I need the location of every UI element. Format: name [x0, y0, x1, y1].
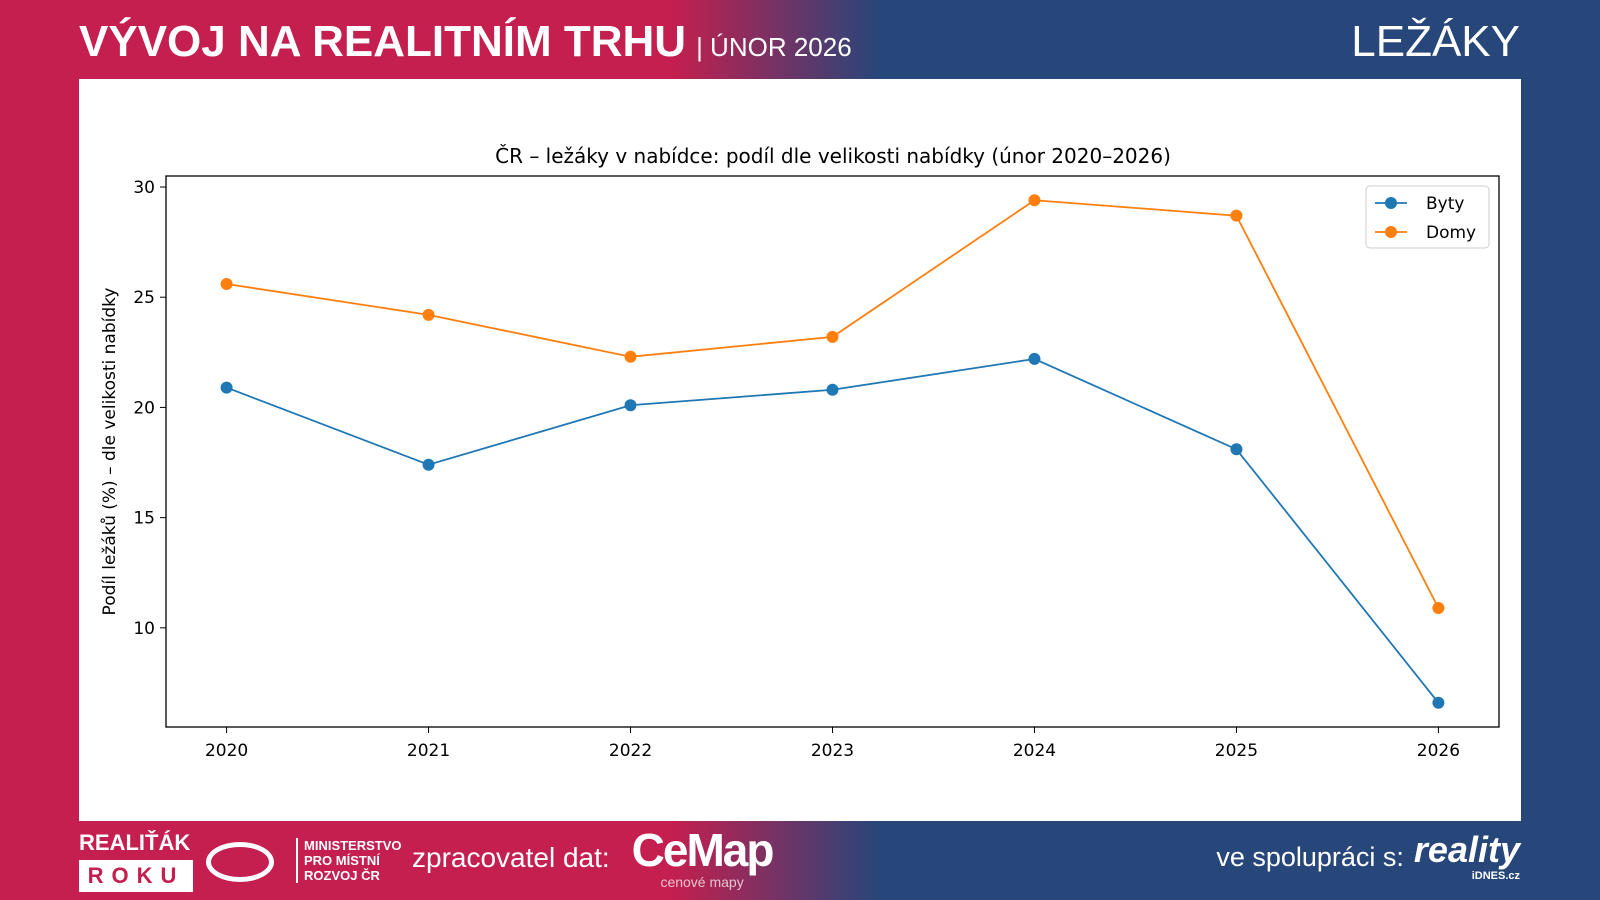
- y-tick-label: 10: [133, 619, 155, 639]
- reality-logo: reality: [1413, 829, 1520, 870]
- header-title: VÝVOJ NA REALITNÍM TRHU: [79, 17, 687, 66]
- award-logo-bottom: ROKU: [79, 860, 193, 892]
- data-point-domy: [422, 308, 435, 321]
- processor-label: zpracovatel dat:: [412, 842, 610, 873]
- data-point-byty: [1230, 443, 1243, 456]
- data-point-byty: [1028, 352, 1041, 365]
- x-tick-label: 2020: [205, 741, 248, 761]
- legend-label: Domy: [1426, 223, 1476, 243]
- line-chart: ČR – ležáky v nabídce: podíl dle velikos…: [100, 144, 1500, 761]
- chart-title: ČR – ležáky v nabídce: podíl dle velikos…: [495, 144, 1171, 168]
- reality-logo-wrap: reality iDNES.cz: [1414, 830, 1520, 883]
- cemap-logo-wrap: CeMap cenové mapy: [631, 824, 775, 890]
- header-subtitle: | ÚNOR 2026: [696, 32, 852, 62]
- y-tick-label: 30: [133, 178, 155, 198]
- y-tick-label: 20: [133, 398, 155, 418]
- x-tick-label: 2026: [1417, 741, 1460, 761]
- x-tick-label: 2025: [1215, 741, 1258, 761]
- ministry-logo-text: MINISTERSTVO PRO MÍSTNÍ ROZVOJ ČR: [296, 838, 402, 883]
- legend-label: Byty: [1426, 194, 1464, 214]
- section-title: LEŽÁKY: [1351, 17, 1520, 66]
- award-logo-top: REALIŤÁK: [79, 830, 191, 855]
- legend: Byty Domy: [1365, 185, 1490, 249]
- ministry-line: MINISTERSTVO: [304, 838, 402, 853]
- y-axis-label: Podíl ležáků (%) – dle velikosti nabídky: [100, 288, 120, 616]
- series-line-domy: [226, 199, 1440, 609]
- partner-label: ve spolupráci s:: [1216, 841, 1404, 872]
- data-point-byty: [624, 399, 637, 412]
- legend-marker: [1385, 226, 1397, 238]
- x-tick-label: 2024: [1013, 741, 1056, 761]
- chart-panel: ČR – ležáky v nabídce: podíl dle velikos…: [79, 79, 1521, 821]
- data-point-byty: [220, 381, 233, 394]
- processor: zpracovatel dat: CeMap cenové mapy: [412, 824, 775, 890]
- legend-marker: [1385, 197, 1397, 209]
- cemap-logo: CeMap: [631, 824, 775, 876]
- series-line-byty: [226, 358, 1440, 704]
- x-tick-label: 2021: [407, 741, 450, 761]
- y-tick-label: 25: [133, 288, 155, 308]
- ministry-logo-icon: [206, 842, 274, 882]
- header: VÝVOJ NA REALITNÍM TRHU | ÚNOR 2026: [79, 14, 852, 75]
- data-point-domy: [1028, 194, 1041, 207]
- data-point-byty: [422, 458, 435, 471]
- y-tick-label: 15: [133, 509, 155, 529]
- data-point-domy: [826, 330, 839, 343]
- partner: ve spolupráci s: reality iDNES.cz: [1216, 830, 1520, 883]
- plot-frame: [165, 175, 1500, 728]
- data-point-domy: [220, 277, 233, 290]
- x-tick-label: 2023: [811, 741, 854, 761]
- reality-logo-sub: iDNES.cz: [1471, 870, 1520, 882]
- data-point-domy: [624, 350, 637, 363]
- x-tick-label: 2022: [609, 741, 652, 761]
- cemap-logo-sub: cenové mapy: [660, 874, 744, 890]
- ministry-line: PRO MÍSTNÍ: [304, 853, 380, 868]
- data-point-domy: [1230, 209, 1243, 222]
- data-point-byty: [826, 383, 839, 396]
- data-point-byty: [1432, 696, 1445, 709]
- ministry-line: ROZVOJ ČR: [304, 868, 380, 883]
- data-point-domy: [1432, 601, 1445, 614]
